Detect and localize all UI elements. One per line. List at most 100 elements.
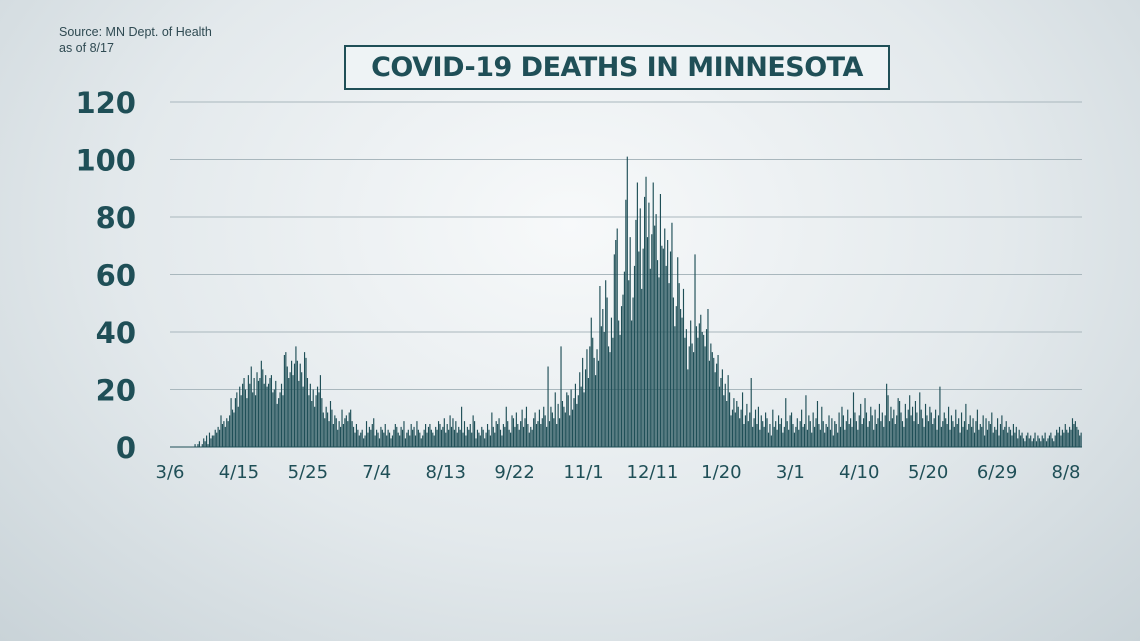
bar — [1045, 441, 1048, 447]
bar — [1030, 435, 1032, 447]
bar — [1044, 432, 1046, 448]
bar — [602, 309, 604, 447]
bar — [864, 398, 866, 448]
bar — [298, 380, 300, 448]
bar — [543, 406, 545, 447]
bar — [701, 332, 703, 447]
bar — [891, 418, 893, 447]
bar — [531, 429, 533, 447]
bar — [1070, 429, 1072, 447]
bar — [544, 415, 546, 448]
bar — [538, 409, 540, 448]
bar — [449, 415, 451, 448]
bar — [795, 426, 797, 448]
bar — [844, 429, 846, 447]
bar — [656, 260, 659, 448]
bar — [1027, 432, 1029, 448]
bar — [259, 378, 261, 447]
bar — [649, 268, 651, 447]
x-tick-label: 8/8 — [1052, 462, 1081, 483]
bar — [997, 418, 999, 447]
bar — [937, 415, 940, 448]
y-tick-label: 60 — [96, 259, 136, 293]
bar — [729, 392, 731, 448]
bar — [1011, 435, 1013, 447]
bar — [376, 429, 378, 447]
bar — [592, 337, 594, 447]
bar — [455, 421, 457, 448]
bar — [924, 403, 927, 448]
x-tick-label: 9/22 — [494, 462, 534, 483]
bar — [773, 426, 775, 448]
bar — [229, 415, 231, 448]
bar — [420, 438, 422, 448]
bar — [789, 415, 791, 448]
bar — [361, 429, 363, 447]
bar — [266, 386, 268, 448]
bar — [198, 441, 200, 447]
bar — [752, 426, 754, 448]
bar — [638, 251, 640, 447]
as-of-date: as of 8/17 — [59, 41, 114, 55]
bar — [867, 426, 869, 448]
bar — [818, 424, 820, 447]
bar — [767, 432, 770, 448]
bar — [227, 421, 229, 448]
bar — [956, 424, 958, 447]
bar — [884, 415, 886, 448]
y-axis-ticks: 0 20 40 60 80 100 120 — [75, 86, 136, 465]
bar — [723, 395, 725, 447]
bar — [233, 412, 235, 447]
bar — [357, 429, 359, 447]
x-tick-label: 7/4 — [362, 462, 391, 483]
bar — [713, 357, 715, 448]
bar — [471, 432, 473, 448]
bar — [203, 438, 205, 448]
bar — [247, 375, 249, 448]
bar — [680, 309, 682, 447]
bar — [1014, 432, 1016, 448]
bar — [432, 432, 434, 448]
bar — [446, 424, 448, 447]
bar — [654, 225, 656, 447]
bar — [599, 286, 601, 447]
bar — [456, 432, 458, 448]
bar — [437, 421, 440, 448]
bar — [631, 320, 633, 447]
bar — [535, 424, 538, 447]
bar — [384, 424, 386, 447]
x-tick-label: 11/1 — [563, 462, 603, 483]
bar — [851, 426, 853, 448]
bar — [226, 418, 228, 447]
bar — [324, 418, 326, 447]
bar — [484, 438, 486, 448]
bar — [946, 424, 948, 447]
bar — [703, 334, 705, 448]
x-tick-label: 3/1 — [776, 462, 805, 483]
bar — [971, 426, 973, 448]
bar — [1020, 435, 1022, 447]
bar — [236, 392, 238, 448]
bar — [498, 418, 500, 447]
bar — [367, 432, 369, 448]
bar — [363, 438, 365, 448]
bar — [282, 395, 284, 447]
bar — [407, 429, 409, 447]
bar — [283, 355, 285, 447]
bar — [583, 392, 585, 448]
x-tick-label: 12/11 — [627, 462, 679, 483]
bar — [750, 378, 752, 447]
bar — [1074, 421, 1076, 448]
bar — [571, 409, 574, 448]
bar — [863, 418, 865, 447]
bar — [417, 429, 419, 447]
bar — [404, 438, 406, 448]
bar — [596, 349, 598, 447]
bar — [1073, 424, 1075, 447]
bar — [782, 432, 784, 448]
bar — [256, 372, 258, 447]
bar — [540, 424, 542, 447]
bar — [775, 421, 777, 448]
bar — [237, 406, 239, 447]
bar — [208, 432, 211, 448]
